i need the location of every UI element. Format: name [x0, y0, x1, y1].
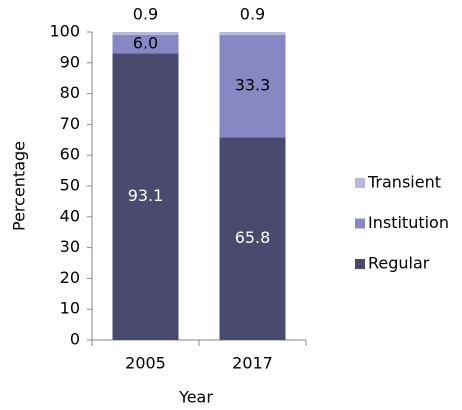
- y-axis-label: Percentage: [10, 141, 29, 231]
- x-axis-label: Year: [178, 388, 213, 407]
- data-label: 6.0: [133, 34, 158, 53]
- data-label: 93.1: [128, 186, 164, 205]
- y-tick-label: 10: [60, 299, 80, 318]
- x-tick-label: 2005: [125, 354, 166, 373]
- x-tick-label: 2017: [232, 354, 273, 373]
- bar-segment: [219, 32, 286, 35]
- bar-segment: [112, 34, 179, 54]
- y-tick-label: 80: [60, 83, 80, 102]
- legend-swatch: [355, 178, 365, 188]
- legend-swatch: [355, 218, 365, 229]
- legend-label: Regular: [368, 254, 430, 273]
- data-label: 0.9: [240, 5, 265, 24]
- legend-label: Transient: [367, 173, 441, 192]
- y-tick-label: 90: [60, 52, 80, 71]
- legend-label: Institution: [368, 213, 449, 232]
- data-label: 65.8: [235, 228, 271, 247]
- bar-segment: [112, 32, 179, 35]
- y-tick-label: 70: [60, 114, 80, 133]
- y-tick-label: 50: [60, 176, 80, 195]
- bar-segment: [112, 53, 179, 340]
- bar-segment: [219, 34, 286, 138]
- bar-segment: [219, 137, 286, 340]
- y-tick-label: 100: [49, 22, 80, 41]
- y-tick-label: 60: [60, 145, 80, 164]
- y-tick-label: 30: [60, 237, 80, 256]
- y-tick-label: 40: [60, 206, 80, 225]
- data-label: 33.3: [235, 76, 271, 95]
- y-tick-label: 20: [60, 268, 80, 287]
- data-label: 0.9: [133, 5, 158, 24]
- legend-swatch: [355, 259, 365, 269]
- y-tick-label: 0: [70, 330, 80, 349]
